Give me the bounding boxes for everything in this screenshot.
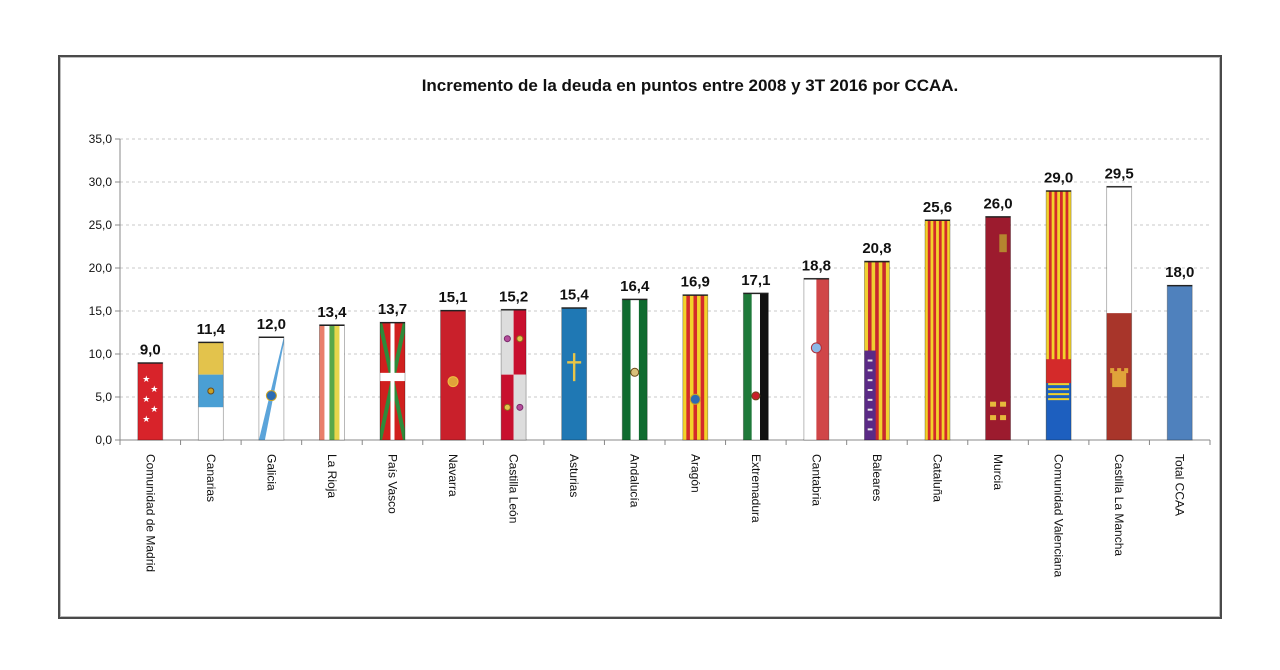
data-label: 15,2 [499,288,528,305]
bar [561,307,587,440]
bar [501,309,527,440]
bar [864,261,890,440]
category-label: Andalucía [628,454,642,508]
data-label: 16,4 [620,278,650,295]
svg-text:★: ★ [142,395,150,405]
data-label: 26,0 [983,195,1012,212]
category-label: Total CCAA [1173,454,1187,516]
y-tick-label: 15,0 [89,304,113,318]
bar [1046,190,1072,440]
y-tick-label: 10,0 [89,347,113,361]
bar [803,278,829,440]
svg-text:★: ★ [142,375,150,385]
category-label: Comunidad de Madrid [143,454,157,572]
bar [925,219,950,440]
bar [622,298,648,440]
category-label: Navarra [446,454,460,497]
bar: ★★★★★ [137,362,163,440]
category-label: Aragón [688,454,702,493]
data-label: 11,4 [197,321,226,338]
data-label: 29,0 [1044,170,1073,187]
data-label: 29,5 [1105,165,1134,182]
data-label: 25,6 [923,199,952,216]
data-label: 16,9 [681,274,710,291]
data-label: 18,0 [1165,264,1194,281]
data-label: 13,7 [378,301,407,318]
chart-title: Incremento de la deuda en puntos entre 2… [421,76,959,95]
bar [1167,285,1193,440]
bar [682,294,708,440]
category-label: Galicia [264,454,278,491]
y-tick-label: 0,0 [95,433,112,447]
category-label: Castilla León [507,454,521,523]
data-label: 15,1 [438,289,467,306]
bar [1106,186,1132,440]
bar [380,322,405,440]
bar [258,336,284,440]
bar [440,310,466,440]
data-label: 17,1 [741,272,770,289]
bar [985,216,1011,440]
category-label: Comunidad Valenciana [1052,454,1066,578]
y-tick-label: 25,0 [89,218,113,232]
data-label: 15,4 [560,287,590,304]
data-label: 18,8 [802,257,831,274]
y-tick-label: 30,0 [89,175,113,189]
bar [743,292,769,440]
data-label: 9,0 [140,342,161,359]
data-label: 20,8 [862,240,891,257]
category-label: Cantabria [809,454,823,506]
bar [319,324,345,440]
category-label: Baleares [870,454,884,501]
category-label: País Vasco [386,454,400,514]
svg-text:★: ★ [150,405,158,415]
svg-text:★: ★ [142,415,150,425]
y-tick-label: 5,0 [95,390,112,404]
category-label: Extremadura [749,454,763,523]
category-label: La Rioja [325,454,339,498]
bar [198,341,224,440]
category-label: Asturias [567,454,581,497]
category-label: Canarias [204,454,218,502]
y-tick-label: 20,0 [89,261,113,275]
svg-text:★: ★ [150,385,158,395]
category-label: Castilla La Mancha [1112,454,1126,556]
category-label: Cataluña [931,454,945,502]
data-label: 12,0 [257,316,286,333]
data-label: 13,4 [317,304,347,321]
y-tick-label: 35,0 [89,132,113,146]
category-label: Murcia [991,454,1005,490]
